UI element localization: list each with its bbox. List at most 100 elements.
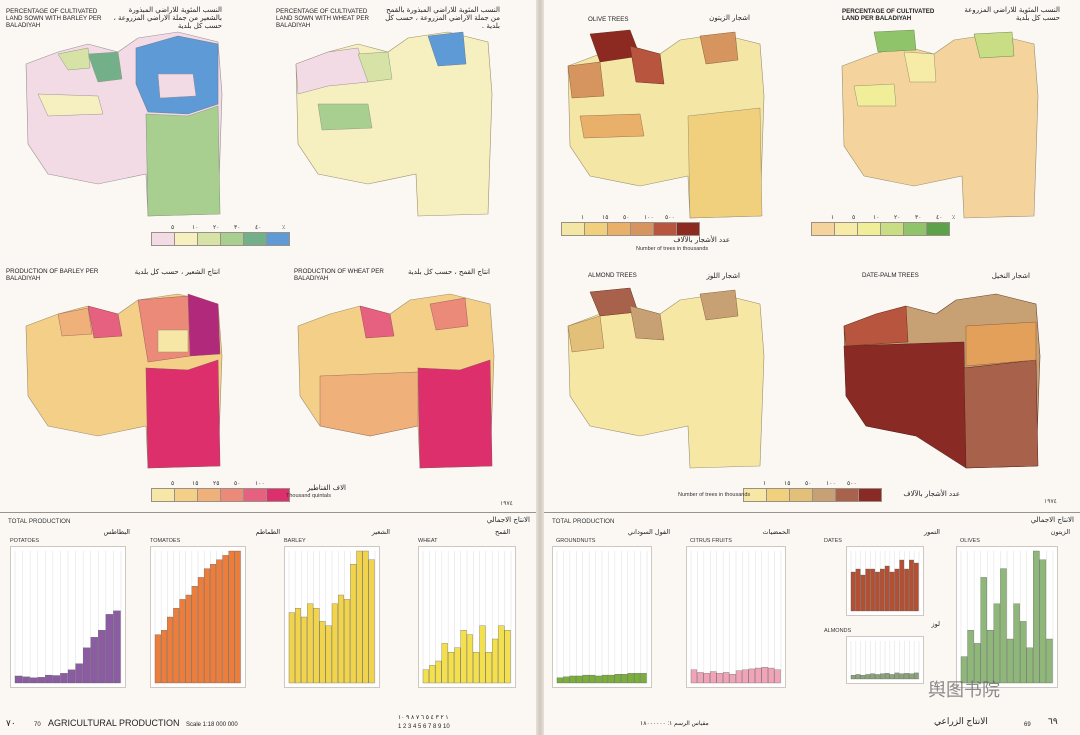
chart-bar [203,568,210,684]
chart-bar [909,673,914,680]
legend-swatch [789,488,813,502]
chart-bar [569,675,576,684]
chart-groundnuts [552,546,652,688]
legend-swatch [197,488,221,502]
chart-svg [690,551,782,684]
legend-label: ٣٠ [234,225,241,231]
legend-pct-labels: ٥ ١٠ ٢٠ ٣٠ ٤٠ ٪ [152,224,292,232]
legend-pct [151,232,290,246]
footer-page-ar-left: ٧٠ [6,718,16,728]
chart-bar [576,675,583,684]
map-title-wheat-pct: PERCENTAGE OF CULTIVATED LAND SOWN WITH … [276,8,369,29]
chart-bar [313,608,320,684]
chart-bar [307,603,314,684]
legend-trees2-unit-en: Number of trees in thousands [678,492,751,498]
chart-bar [479,625,486,684]
divider [0,512,536,513]
chart-label: BARLEY [284,538,306,544]
legend-label: ٥٠٠ [665,215,675,221]
chart-bar [909,559,914,612]
chart-label: TOMATOES [150,538,181,544]
legend-unit: ٪ [952,215,956,221]
chart-label: OLIVES [960,538,980,544]
legend-unit: ٪ [282,225,286,231]
chart-bar [60,673,68,684]
chart-bar [690,669,698,684]
chart-bar [875,674,880,680]
map-wheat-pct [295,31,493,217]
chart-bar [331,603,338,684]
chart-bar [294,608,301,684]
legend-swatch [880,222,904,236]
chart-bar [722,672,730,684]
map-title-ar-barley-prod: انتاج الشعير ، حسب كل بلدية [134,268,220,276]
chart-bar [356,550,363,684]
chart-label: WHEAT [418,538,438,544]
chart-bar [325,625,332,684]
chart-bar [879,673,885,680]
chart-bar [889,571,895,612]
legend-swatch [653,222,677,236]
chart-label-ar: الطماطم [255,528,280,536]
chart-bar [191,586,198,684]
map-title-ar-cult-pct: النسب المئوية للاراضي المزروعة حسب كل بل… [964,6,1060,22]
chart-bar [460,630,467,684]
chart-bar [1000,568,1007,684]
footer-page-num-left: 70 [34,722,41,728]
footer-title-right: الانتاج الزراعي [934,716,988,726]
legend-swatch [243,232,267,246]
chart-label: POTATOES [10,538,40,544]
chart-bar [729,674,736,684]
chart-bar [850,675,856,680]
legend-prod [151,488,290,502]
chart-bar [491,638,499,684]
chart-bar [37,677,45,684]
legend-label: ١ [581,215,585,221]
chart-svg [850,641,920,680]
footer-scale-left: Scale 1:18 000 000 [186,722,238,728]
legend-trees-unit-ar: عدد الأشجار بالآلاف [673,236,730,244]
map-title-ar-barley-pct: النسب المئوية للاراضي المبذورة بالشعير م… [113,6,222,30]
chart-bar [855,568,861,612]
chart-bar [210,564,217,684]
legend-label: ١٠٠ [644,215,654,221]
chart-bar [640,673,647,684]
legend-label: ١ [831,215,835,221]
chart-bar [222,555,229,684]
map-title-ar-almond: اشجار اللوز [706,272,740,280]
legend-label: ٥ [171,225,175,231]
chart-svg [14,551,122,684]
footer-scale-right: مقياس الرسم ١: ١٨٠٠٠٠٠٠ [640,721,709,727]
legend-trees2-labels: ١ ١٥ ٥٠ ١٠٠ ٥٠٠ [744,480,884,488]
chart-bar [601,674,609,684]
legend-trees [561,222,700,236]
chart-bar [563,676,570,684]
watermark: 舆图书院 [928,680,1000,700]
chart-bar [710,671,717,684]
chart-bar [980,577,987,684]
legend-prod-unit-ar: الاف القناطير [307,484,346,492]
chart-bar [884,565,890,612]
chart-bar [185,594,192,684]
chart-bar [45,674,53,684]
chart-bar [319,621,326,684]
chart-label-ar: التمور [923,528,940,536]
legend-trees-labels: ١ ١٥ ٥٠ ١٠٠ ٥٠٠ [562,214,702,222]
chart-bar [735,670,743,684]
chart-wheat [418,546,516,688]
chart-bar [993,603,1001,684]
legend-swatch [766,488,790,502]
chart-bar [716,673,723,684]
map-wheat-prod [297,293,495,469]
legend-swatch [857,222,881,236]
chart-almonds [846,636,924,684]
chart-bar [288,612,295,684]
chart-bar [216,559,223,684]
legend-label: ٥٠ [234,481,241,487]
chart-bar [29,677,38,684]
year-left: ١٩٧٤ [500,501,513,507]
footer-page-num-right: 69 [1024,722,1031,728]
chart-bar [368,559,375,684]
chart-bar [337,594,344,684]
map-title-ar-olive: اشجار الزيتون [709,14,750,22]
